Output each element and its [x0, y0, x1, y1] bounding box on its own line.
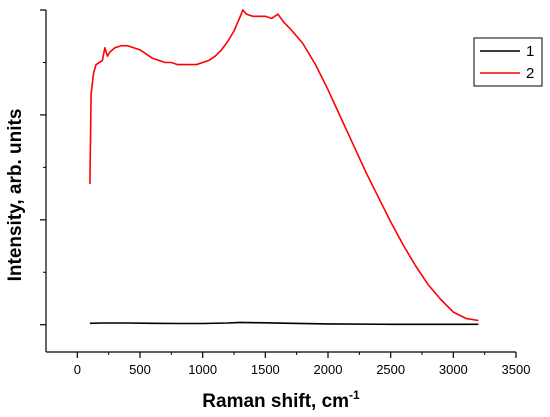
series-group [89, 9, 479, 326]
x-tick-label: 0 [74, 362, 81, 377]
x-tick-label: 500 [129, 362, 151, 377]
x-tick-label: 2500 [376, 362, 405, 377]
legend-box [473, 37, 543, 87]
axis-labels: Raman shift, cm-1 Intensity, arb. units [5, 109, 360, 412]
y-axis-label: Intensity, arb. units [5, 109, 26, 282]
x-tick-label: 1500 [251, 362, 280, 377]
series-line-1 [89, 321, 479, 326]
legend: 12 [473, 37, 543, 87]
x-tick-label: 1000 [188, 362, 217, 377]
x-axis-label-text: Raman shift, cm [202, 391, 349, 412]
x-axis-label-superscript: -1 [349, 388, 360, 402]
x-tick-label: 2000 [314, 362, 343, 377]
series-line-2 [89, 9, 479, 322]
x-tick-label: 3500 [502, 362, 531, 377]
axes-group: 0 500 1000 1500 2000 2500 3000 3500 [40, 9, 531, 377]
legend-label-1: 1 [526, 43, 534, 60]
legend-label-2: 2 [526, 65, 534, 82]
x-axis-label: Raman shift, cm-1 [202, 388, 360, 412]
x-tick-label: 3000 [439, 362, 468, 377]
